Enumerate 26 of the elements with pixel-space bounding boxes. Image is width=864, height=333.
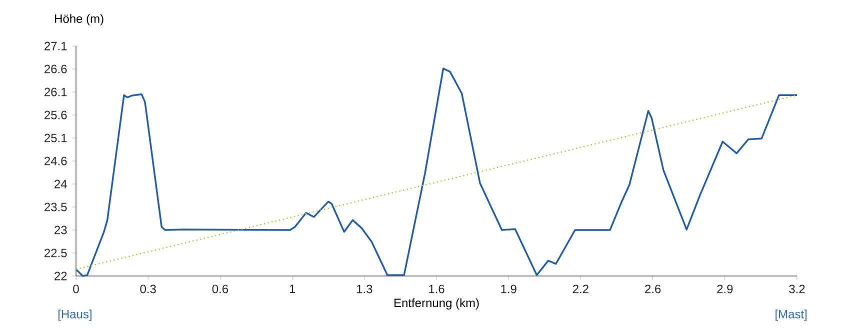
x-tick-label: 0.3: [140, 284, 156, 294]
y-axis-title: Höhe (m): [55, 14, 104, 26]
y-tick-label: 26.1: [44, 88, 67, 96]
y-tick-label: 24.6: [44, 156, 67, 166]
x-tick-label: 2.9: [717, 284, 733, 294]
y-tick-label: 22: [54, 272, 67, 280]
y-tick-label: 26.6: [44, 64, 67, 74]
x-tick-label: 2.6: [645, 284, 661, 294]
y-tick-label: 25.6: [44, 110, 67, 120]
x-tick-label: 0: [73, 284, 79, 294]
y-tick-label: 23: [54, 226, 67, 234]
x-tick-label: 3.2: [789, 284, 805, 294]
x-axis-title: Entfernung (km): [394, 298, 479, 310]
text: [Haus]: [58, 310, 92, 321]
text: [Mast]: [776, 310, 807, 321]
y-tick-label: 22.5: [44, 248, 67, 258]
x-tick-label: 0.6: [212, 284, 228, 294]
x-tick-label: 1.3: [356, 284, 372, 294]
x-tick-label: 1: [290, 284, 296, 293]
x-tick-label: 2.2: [572, 284, 588, 294]
y-tick-label: 24: [54, 180, 67, 188]
x-tick-label: 1.9: [501, 284, 516, 294]
y-tick-label: 25.1: [44, 134, 67, 142]
y-tick-label: 27.1: [44, 42, 67, 50]
y-tick-label: 23.5: [44, 202, 67, 212]
x-tick-label: 1.6: [429, 284, 444, 294]
